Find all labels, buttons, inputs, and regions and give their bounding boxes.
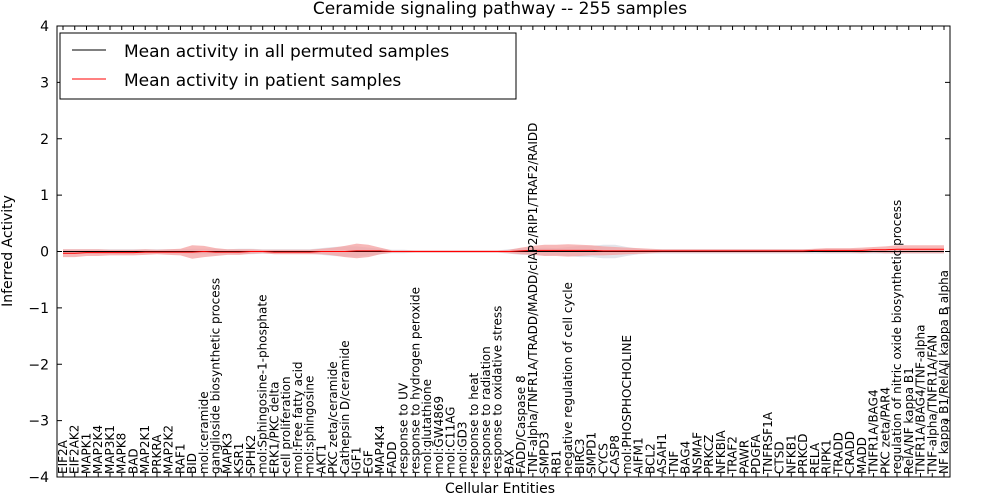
category-label: TRADD	[831, 432, 845, 475]
category-label: PAWR	[737, 440, 751, 474]
y-tick-label: 1	[40, 188, 49, 204]
category-label: SPHK2	[244, 435, 258, 474]
category-label: mol:Free fatty acid	[291, 361, 305, 474]
category-label: SMPD3	[538, 432, 552, 474]
category-label: PKC zeta/PAR4	[878, 387, 892, 474]
category-label: mol:C11AG	[444, 407, 458, 474]
category-label: mol:ceramide	[197, 391, 211, 474]
category-label: response to heat	[467, 372, 481, 474]
category-label: CYCS	[596, 443, 610, 474]
category-label: ganglioside biosynthetic process	[209, 278, 223, 474]
category-label: RelA/NF kappa B1	[902, 367, 916, 474]
category-label: PRKCD	[796, 434, 810, 474]
category-label: PRKRA	[150, 434, 164, 474]
category-label: mol:PHOSPHOCHOLINE	[620, 335, 634, 474]
category-label: PDGFA	[749, 433, 763, 474]
category-label: RIPK1	[820, 439, 834, 474]
category-label: TNF-alpha/TNFR1A/FAN	[925, 335, 939, 475]
category-label: mol:GW4869	[432, 396, 446, 474]
category-label: response to hydrogen peroxide	[408, 287, 422, 474]
category-label: MAP3K1	[103, 425, 117, 474]
category-label: mol:glutathione	[420, 379, 434, 474]
chart-title: Ceramide signaling pathway -- 255 sample…	[313, 0, 687, 19]
y-axis: −4 −3 −2 −1 0 1 2 3 4	[28, 19, 950, 486]
category-label: EIF2AK2	[68, 425, 82, 474]
category-label: NF kappa B1/RelA/I kappa B alpha	[937, 270, 951, 474]
y-tick-label: −2	[28, 357, 49, 373]
category-label: SMPD1	[585, 432, 599, 474]
legend-box	[59, 32, 517, 100]
legend: Mean activity in all permuted samples Me…	[59, 32, 517, 100]
category-label: mol:Sphingosine-1-phosphate	[256, 295, 270, 475]
category-label: BIRC3	[573, 439, 587, 475]
category-label: EGF	[361, 450, 375, 474]
category-label: ASAH1	[655, 433, 669, 474]
category-label: NFKB1	[784, 434, 798, 474]
category-label: MAPK1	[80, 433, 94, 474]
category-label: MAP4K4	[373, 425, 387, 474]
series-lines	[63, 248, 944, 254]
category-label: RELA	[808, 442, 822, 474]
category-label: mol:sphingosine	[303, 376, 317, 474]
series-line-1	[63, 248, 944, 254]
category-label: TNFR1A/BAG4/TNF-alpha	[914, 325, 928, 475]
y-axis-label: Inferred Activity	[0, 195, 16, 307]
category-label: response to radiation	[479, 346, 493, 474]
category-label: AIFM1	[632, 437, 646, 474]
category-label: FADD	[385, 441, 399, 474]
category-label: CRADD	[843, 431, 857, 474]
category-label: MADD	[855, 437, 869, 474]
y-tick-label: 4	[40, 19, 49, 35]
category-label: AKT1	[314, 444, 328, 474]
y-tick-label: −3	[28, 414, 49, 430]
category-label: MAP2K4	[91, 425, 105, 474]
category-label: EIF2A	[56, 439, 70, 474]
category-label: FADD/Caspase 8	[514, 375, 528, 474]
y-tick-label: 0	[40, 245, 49, 261]
category-label: BAD	[127, 448, 141, 474]
category-label: BAG4	[679, 441, 693, 474]
category-label: response to oxidative stress	[491, 306, 505, 474]
category-label: MAP2K1	[138, 425, 152, 474]
category-label: TNFR1A/BAG4	[867, 389, 881, 475]
category-label: MAP2K2	[162, 425, 176, 474]
category-label: BID	[185, 453, 199, 474]
category-label: NFKBIA	[714, 429, 728, 474]
category-label: CASP8	[608, 435, 622, 474]
y-tick-label: 3	[40, 75, 49, 91]
x-axis: EIF2AEIF2AK2MAPK1MAP2K4MAP3K1MAPK8BADMAP…	[56, 26, 951, 477]
legend-label-permuted: Mean activity in all permuted samples	[124, 42, 449, 62]
category-label: TNF	[667, 451, 681, 475]
category-label: Cathepsin D/ceramide	[338, 340, 352, 474]
category-label: BCL2	[643, 443, 657, 474]
y-tick-label: −4	[28, 470, 49, 486]
category-label: PRKCZ	[702, 435, 716, 474]
category-label: RB1	[549, 450, 563, 474]
category-label: KSR1	[232, 443, 246, 474]
category-label: TRAF2	[726, 436, 740, 475]
category-label: ERK1/PKC delta	[267, 381, 281, 474]
category-label: RAF1	[174, 443, 188, 474]
category-label: MAPK3	[221, 433, 235, 474]
category-label: IGF1	[350, 447, 364, 474]
category-label: NSMAF	[690, 432, 704, 474]
category-label: CTSD	[773, 441, 787, 474]
legend-label-patient: Mean activity in patient samples	[124, 71, 401, 91]
category-label: response to UV	[397, 382, 411, 474]
y-tick-label: 2	[40, 132, 49, 148]
category-label: mol:GD3	[455, 421, 469, 474]
category-label: regulation of nitric oxide biosynthetic …	[890, 200, 904, 474]
category-label: TNFRSF1A	[761, 411, 775, 475]
category-label: TNF-alpha/TNFR1A/TRADD/MADD/cIAP2/RIP1/T…	[526, 123, 540, 475]
category-label: PKC zeta/ceramide	[326, 361, 340, 474]
y-tick-label: −1	[28, 301, 49, 317]
category-label: negative regulation of cell cycle	[561, 282, 575, 474]
category-label: cell proliferation	[279, 376, 293, 474]
category-label: MAPK8	[115, 433, 129, 474]
x-axis-label: Cellular Entities	[445, 481, 555, 497]
category-label: BAX	[502, 449, 516, 474]
